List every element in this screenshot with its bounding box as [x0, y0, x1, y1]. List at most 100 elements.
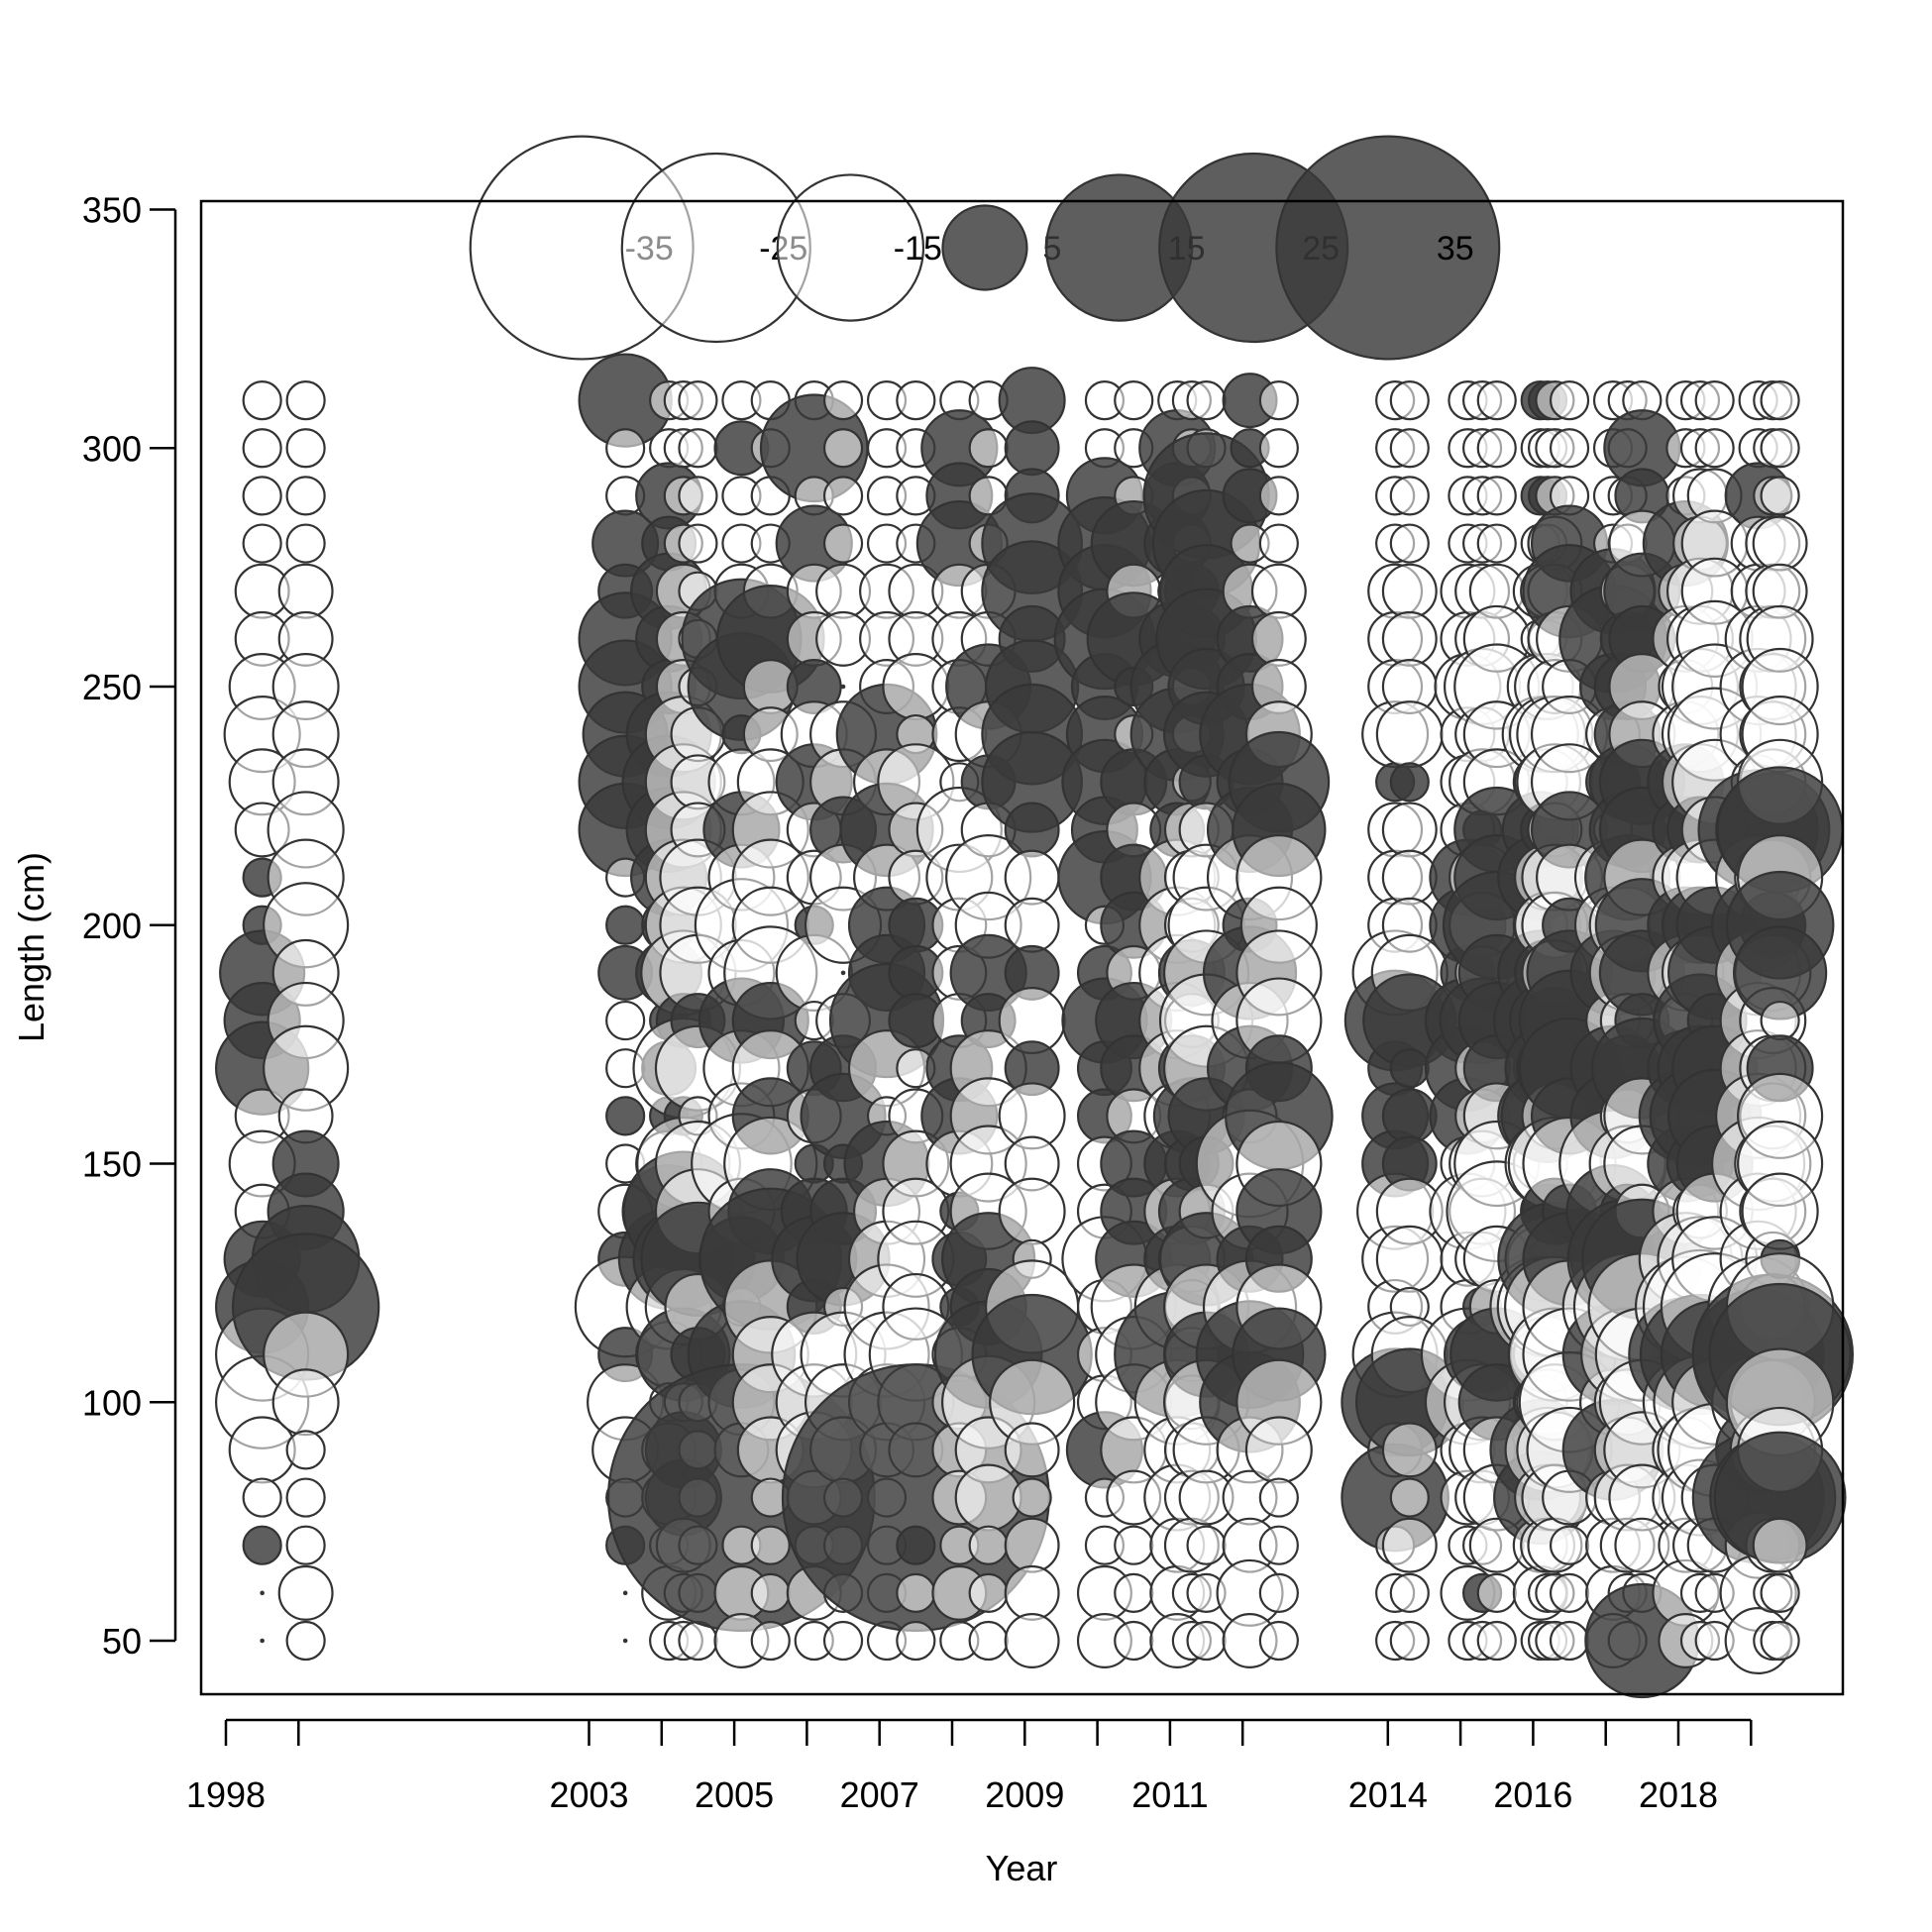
- bubble: [968, 1572, 1009, 1613]
- bubble: [1752, 1517, 1808, 1573]
- bubble: [954, 1463, 1022, 1532]
- bubble: [1381, 563, 1438, 619]
- bubble: [1375, 1225, 1444, 1293]
- bubble: [1549, 1525, 1590, 1565]
- x-tick-label: 2014: [1348, 1774, 1428, 1815]
- x-tick-label: 2007: [840, 1774, 919, 1815]
- bubble: [622, 1638, 628, 1644]
- plot-frame: [199, 199, 1845, 1696]
- bubble: [1004, 1613, 1060, 1668]
- bubble: [285, 1430, 326, 1470]
- legend-label: 35: [1437, 230, 1474, 268]
- bubble: [1381, 1517, 1438, 1573]
- bubble: [822, 380, 864, 421]
- bubble: [1250, 610, 1307, 667]
- x-tick-label: 2018: [1639, 1774, 1718, 1815]
- bubble: [1476, 476, 1517, 516]
- bubble: [1381, 610, 1438, 667]
- legend-bubble: [1275, 135, 1501, 361]
- bubble: [1375, 700, 1444, 769]
- bubble: [1381, 849, 1438, 906]
- y-axis: 50 100 150 200 250 300 350: [82, 190, 177, 1662]
- y-tick-label: 50: [102, 1621, 142, 1662]
- bubble: [1258, 380, 1299, 421]
- bubble: [1258, 1620, 1299, 1662]
- bubble: [1694, 428, 1735, 469]
- bubble: [822, 428, 864, 469]
- bubble: [896, 1572, 936, 1613]
- bubble: [242, 428, 282, 469]
- x-tick-label: 1998: [186, 1774, 266, 1815]
- bubble: [750, 1572, 791, 1613]
- bubble: [896, 380, 936, 421]
- bubble: [285, 1525, 326, 1565]
- y-tick-label: 350: [82, 190, 142, 231]
- bubble: [1258, 1525, 1299, 1565]
- bubble: [1258, 428, 1299, 469]
- y-tick-label: 150: [82, 1144, 142, 1185]
- bubble: [1012, 1477, 1052, 1518]
- legend-label: -15: [894, 230, 942, 268]
- bubble: [242, 523, 282, 564]
- bubble: [242, 380, 282, 421]
- bubble: [1004, 1517, 1060, 1573]
- bubble: [678, 428, 718, 469]
- bubble: [1381, 1422, 1438, 1478]
- y-tick-label: 200: [82, 906, 142, 946]
- bubble: [1389, 380, 1430, 421]
- bubble: [678, 380, 718, 421]
- bubble: [1389, 476, 1430, 516]
- bubble: [1250, 563, 1307, 619]
- bubble: [840, 684, 846, 690]
- bubble: [968, 1525, 1009, 1565]
- bubble: [1389, 1620, 1430, 1662]
- bubble: [1752, 515, 1808, 572]
- bubble: [1476, 523, 1517, 564]
- bubble: [1244, 1416, 1313, 1484]
- bubble: [1114, 1620, 1154, 1662]
- bubble: [1549, 1620, 1590, 1662]
- bubble: [1004, 420, 1060, 477]
- bubble: [822, 476, 864, 516]
- bubble: [1258, 1572, 1299, 1613]
- bubble: [277, 1564, 334, 1621]
- x-tick-label: 2003: [549, 1774, 628, 1815]
- bubble: [1760, 476, 1800, 516]
- bubble: [605, 905, 646, 945]
- bubble: [998, 1177, 1066, 1245]
- x-axis-title: Year: [986, 1848, 1058, 1888]
- bubble: [1549, 1572, 1590, 1613]
- bubble: [242, 1525, 282, 1565]
- bubble: [1004, 897, 1060, 953]
- bubble: [1381, 1088, 1438, 1144]
- bubble: [285, 476, 326, 516]
- bubble: [896, 1620, 936, 1662]
- x-axis: 1998 2003 2005 2007 2009 2011 2014 2016 2018: [186, 1718, 1753, 1815]
- bubble: [1114, 1572, 1154, 1613]
- bubble: [1114, 380, 1154, 421]
- bubble: [968, 428, 1009, 469]
- bubble: [1760, 380, 1800, 421]
- bubble: [285, 428, 326, 469]
- bubble: [277, 563, 334, 619]
- bubble: [1114, 1525, 1154, 1565]
- y-tick-label: 250: [82, 667, 142, 707]
- bubble: [1004, 849, 1060, 906]
- bubble-layer: [215, 353, 1855, 1699]
- bubble: [1760, 428, 1800, 469]
- bubble: [605, 428, 646, 469]
- legend: -35-25-155152535: [469, 135, 1501, 361]
- bubble: [968, 1620, 1009, 1662]
- bubble: [896, 1525, 936, 1565]
- bubble: [1004, 1422, 1060, 1478]
- bubble: [1549, 428, 1590, 469]
- legend-bubble: [776, 173, 925, 322]
- bubble: [1389, 428, 1430, 469]
- bubble: [1186, 1620, 1227, 1662]
- bubble: [622, 1590, 628, 1596]
- bubble: [285, 1620, 326, 1662]
- bubble: [1389, 1572, 1430, 1613]
- bubble: [1760, 1620, 1800, 1662]
- bubble: [1741, 1172, 1819, 1250]
